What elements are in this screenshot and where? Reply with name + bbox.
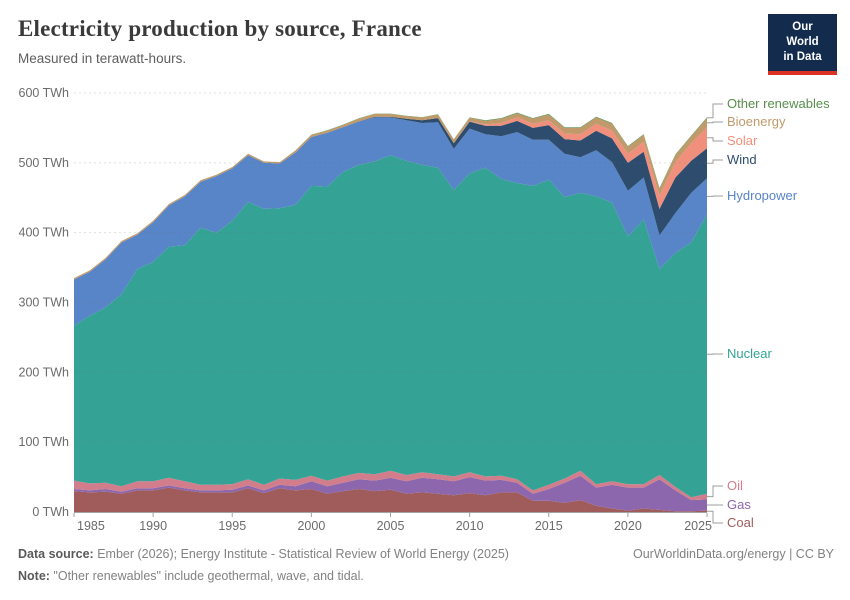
legend-connector-other-renewables [707, 103, 723, 119]
legend-label-coal[interactable]: Coal [727, 515, 754, 530]
owid-logo: Our World in Data [768, 14, 837, 75]
owid-logo-line1: Our World [786, 21, 819, 48]
legend-label-bioenergy[interactable]: Bioenergy [727, 114, 786, 129]
y-axis-label: 200 TWh [19, 365, 70, 379]
x-axis-label: 2005 [377, 519, 405, 533]
x-axis-label: 2025 [684, 519, 712, 533]
footer-source-text: Ember (2026); Energy Institute - Statist… [93, 547, 509, 561]
area-oil[interactable] [74, 470, 707, 501]
footer-note-text: "Other renewables" include geothermal, w… [49, 569, 364, 583]
y-axis-label: 300 TWh [19, 296, 70, 310]
legend-connector-solar [707, 137, 723, 142]
footer-note: Note: "Other renewables" include geother… [18, 569, 364, 583]
legend-label-oil[interactable]: Oil [727, 478, 743, 493]
y-axis-label: 400 TWh [19, 226, 70, 240]
legend-label-other-renewables[interactable]: Other renewables [727, 96, 830, 111]
legend-label-wind[interactable]: Wind [727, 152, 757, 167]
x-axis-label: 2015 [535, 519, 563, 533]
footer-note-label: Note: [18, 569, 50, 583]
x-axis-label: 2010 [456, 519, 484, 533]
legend-label-nuclear[interactable]: Nuclear [727, 346, 772, 361]
area-hydropower[interactable] [74, 117, 707, 326]
x-axis-label: 1995 [218, 519, 246, 533]
legend-connector-bioenergy [707, 121, 723, 124]
x-axis-label: 1985 [77, 519, 105, 533]
area-gas[interactable] [74, 475, 707, 512]
legend-connector-coal [707, 510, 723, 524]
x-axis-label: 2000 [297, 519, 325, 533]
y-axis-label: 0 TWh [32, 505, 69, 519]
x-axis-label: 1990 [139, 519, 167, 533]
legend-connector-wind [707, 159, 723, 164]
footer-credit-link[interactable]: OurWorldinData.org/energy | CC BY [632, 547, 834, 561]
legend-label-gas[interactable]: Gas [727, 497, 751, 512]
chart-subtitle: Measured in terawatt-hours. [18, 51, 187, 66]
footer-source-label: Data source: [18, 547, 94, 561]
owid-logo-line2: in Data [783, 50, 822, 63]
footer-source: Data source: Ember (2026); Energy Instit… [18, 547, 509, 561]
area-nuclear[interactable] [74, 155, 707, 498]
legend-label-hydropower[interactable]: Hydropower [727, 188, 798, 203]
area-coal[interactable] [74, 487, 707, 512]
x-axis-label: 2020 [614, 519, 642, 533]
y-axis-label: 600 TWh [19, 86, 70, 100]
chart-title: Electricity production by source, France [18, 16, 422, 41]
legend-label-solar[interactable]: Solar [727, 133, 758, 148]
y-axis-label: 100 TWh [19, 435, 70, 449]
y-axis-label: 500 TWh [19, 156, 70, 170]
legend-connector-oil [707, 485, 723, 498]
